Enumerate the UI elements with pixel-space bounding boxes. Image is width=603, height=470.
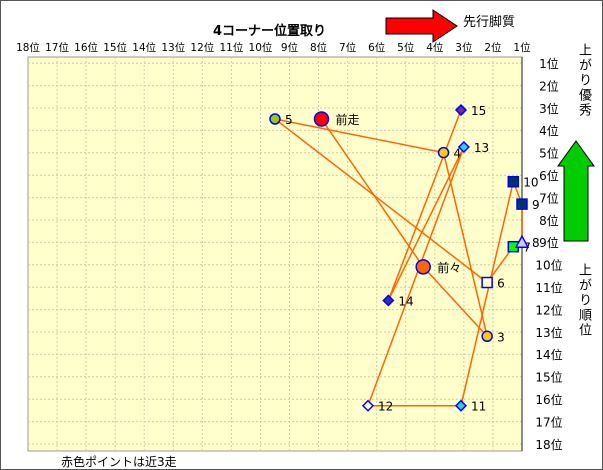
x-tick-label: 5位 [397,41,415,54]
y-tick-label: 9位 [539,235,559,250]
x-direction-label: 先行脚質 [463,15,516,30]
data-point-10 [507,175,520,188]
connector-line [274,118,488,284]
x-tick-label: 2位 [484,41,502,54]
x-tick-label: 8位 [310,41,328,54]
green-up-arrow-icon [557,140,595,242]
x-tick-label: 13位 [161,41,185,54]
y-tick-label: 17位 [535,414,562,429]
connector-line [460,181,515,406]
y-tick-label: 7位 [539,190,559,205]
x-tick-label: 14位 [132,41,156,54]
data-point-label: 4 [454,147,462,161]
x-tick-label: 4位 [426,41,444,54]
x-tick-label: 1位 [513,41,531,54]
connector-line [367,146,465,406]
connector-line [387,109,462,301]
data-point-label: 9 [532,198,540,212]
data-point-label: 6 [497,277,505,291]
y-tick-label: 18位 [535,437,562,452]
x-tick-label: 6位 [368,41,386,54]
y-top-label: 上がり優秀 [576,43,591,118]
y-tick-label: 2位 [539,78,559,93]
y-tick-label: 8位 [539,213,559,228]
data-point-label: 3 [497,330,505,344]
y-tick-label: 11位 [535,280,562,295]
data-point-3 [481,330,493,343]
y-tick-label: 15位 [535,370,562,385]
data-point-14 [382,294,395,307]
data-point-label: 11 [471,400,486,414]
data-point-label: 8 [532,236,540,250]
y-tick-label: 12位 [535,302,562,317]
data-point-label: 13 [474,141,489,155]
connector-line [274,118,444,154]
data-point-label: 12 [378,400,393,414]
data-point-11 [454,399,468,412]
data-point-前々 [415,259,431,275]
y-tick-label: 10位 [535,258,562,273]
y-tick-label: 14位 [535,347,562,362]
data-point-12 [361,399,375,412]
data-point-label: 前々 [437,260,461,275]
data-point-label: 前走 [335,112,359,127]
data-point-8 [514,234,530,248]
y-tick-label: 5位 [539,146,559,161]
x-tick-label: 15位 [103,41,127,54]
x-tick-label: 18位 [16,41,40,54]
data-point-label: 10 [523,176,538,190]
y-tick-label: 4位 [539,123,559,138]
data-point-前走 [313,111,330,127]
data-point-label: 15 [471,104,486,118]
connector-line [387,146,465,301]
data-point-5 [269,113,281,125]
y-tick-label: 6位 [539,168,559,183]
x-tick-label: 16位 [74,41,98,54]
y-tick-label: 1位 [539,56,559,71]
x-tick-label: 10位 [249,41,273,54]
x-tick-label: 3位 [455,41,473,54]
y-tick-label: 3位 [539,101,559,116]
x-tick-label: 9位 [281,41,299,54]
note-text: 赤色ポイントは近3走 [61,455,177,469]
connector-line [320,118,424,268]
x-tick-label: 17位 [45,41,69,54]
data-point-label: 5 [285,113,293,127]
data-point-4 [437,146,450,159]
y-axis-label: 上がり順位 [576,263,591,338]
x-tick-label: 12位 [190,41,214,54]
y-tick-label: 13位 [535,325,562,340]
data-point-label: 14 [398,294,413,308]
connector-line [422,266,488,337]
x-tick-label: 7位 [339,41,357,54]
data-point-13 [457,140,470,154]
x-tick-label: 11位 [219,41,243,54]
data-point-6 [481,276,493,289]
y-tick-label: 16位 [535,392,562,407]
red-right-arrow-icon [385,9,458,43]
chart-title: 4コーナー位置取り [213,24,327,39]
data-point-15 [454,103,468,117]
data-point-9 [516,198,528,210]
